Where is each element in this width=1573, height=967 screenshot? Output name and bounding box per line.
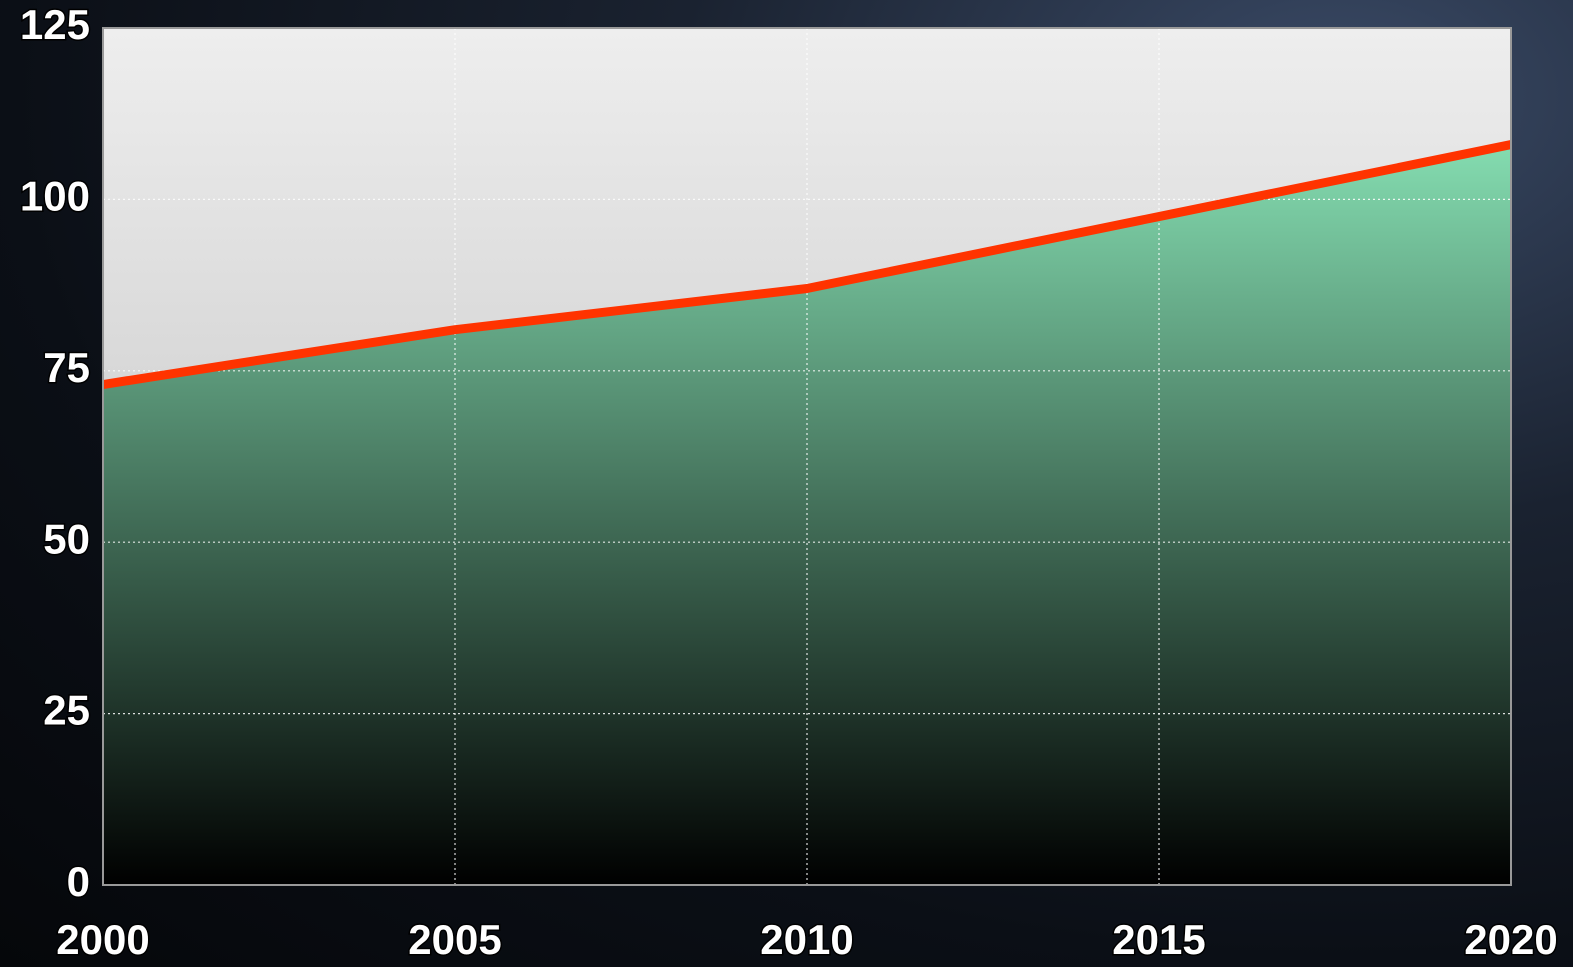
- x-tick-label: 2015: [1112, 916, 1205, 963]
- chart: 0 25 50 75 100 125 2000 2005 2010 2015 2020: [0, 0, 1573, 967]
- y-tick-label: 125: [20, 1, 90, 48]
- x-tick-label: 2010: [760, 916, 853, 963]
- page: 025507510012520002005201020152020 (() =>…: [0, 0, 1573, 967]
- x-tick-label: 2000: [56, 916, 149, 963]
- y-tick-label: 0: [67, 858, 90, 905]
- y-tick-label: 25: [43, 687, 90, 734]
- y-tick-label: 50: [43, 515, 90, 562]
- y-tick-label: 100: [20, 172, 90, 219]
- x-tick-label: 2020: [1464, 916, 1557, 963]
- x-tick-label: 2005: [408, 916, 501, 963]
- y-tick-label: 75: [43, 344, 90, 391]
